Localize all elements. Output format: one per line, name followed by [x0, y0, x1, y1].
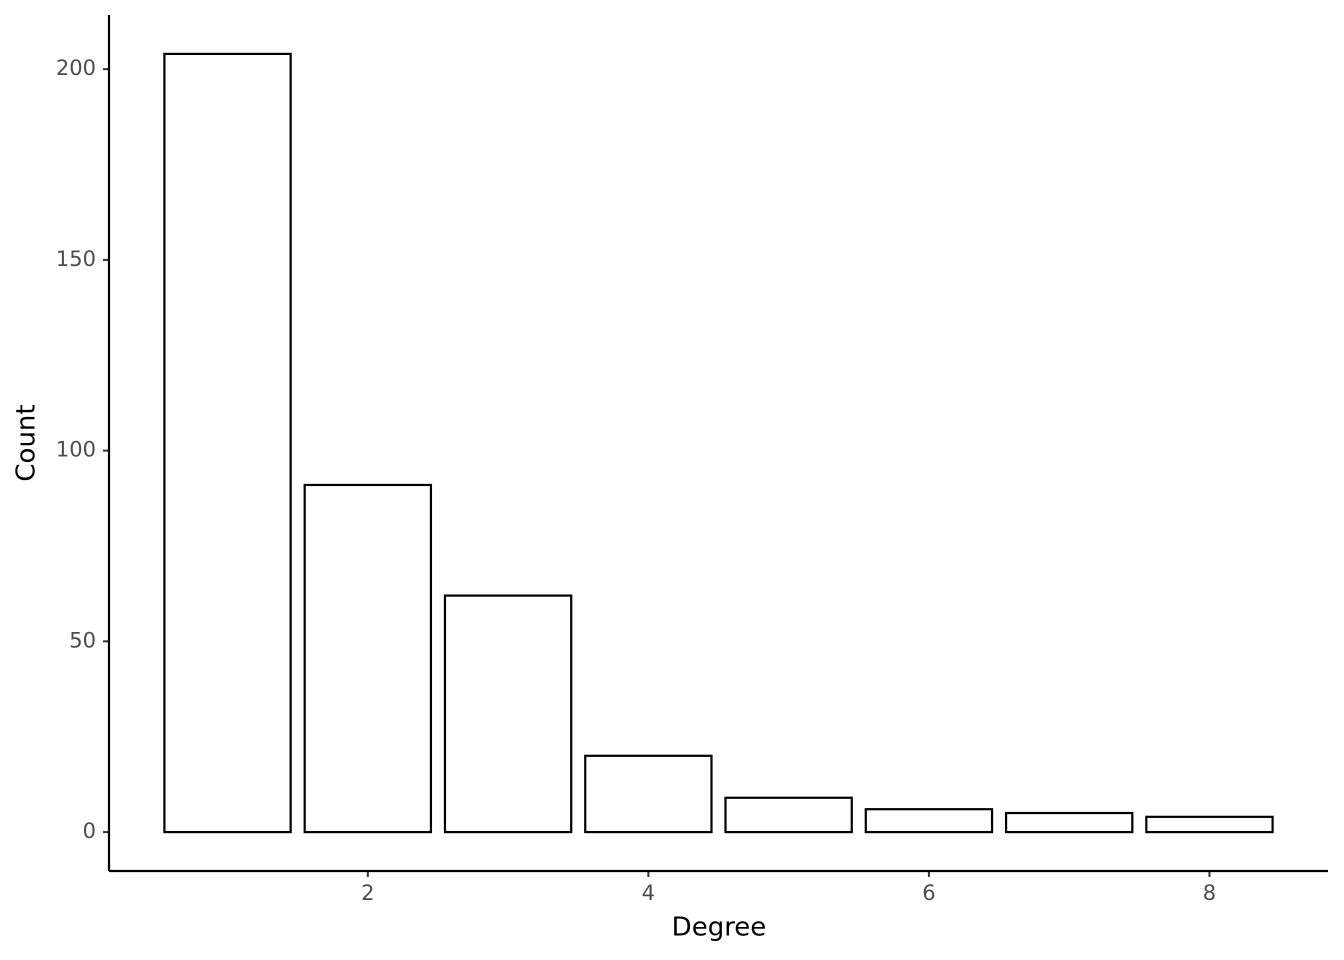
x-tick-label: 4	[642, 881, 655, 905]
bar	[443, 594, 573, 834]
bar	[163, 52, 292, 834]
x-axis-title: Degree	[672, 913, 767, 943]
x-tick-label: 8	[1203, 881, 1216, 905]
bar	[1145, 815, 1274, 834]
x-tick-label: 6	[922, 881, 935, 905]
bar	[584, 754, 713, 834]
y-tick-label: 0	[83, 819, 96, 843]
y-tick-label: 150	[56, 247, 96, 271]
bar	[303, 483, 433, 834]
y-axis-title: Count	[12, 404, 42, 481]
bar	[1004, 811, 1134, 834]
y-tick-label: 200	[56, 56, 96, 80]
y-tick-label: 50	[69, 628, 96, 652]
y-tick-label: 100	[56, 438, 96, 462]
x-tick-label: 2	[361, 881, 374, 905]
bar	[864, 808, 994, 834]
bar	[724, 796, 853, 834]
